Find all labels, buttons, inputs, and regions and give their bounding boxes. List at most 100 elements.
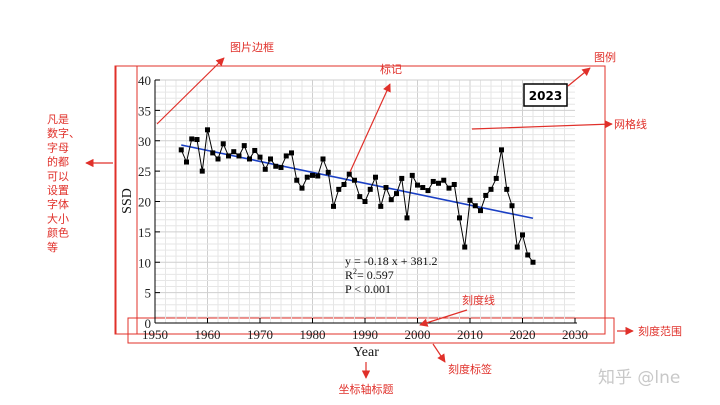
data-point — [194, 137, 200, 143]
font-note-line: 颜色 — [47, 226, 69, 240]
gridline-label: 网格线 — [614, 117, 647, 131]
font-note-line: 可以 — [47, 170, 69, 183]
data-point — [331, 203, 336, 209]
tick-line-arrow — [419, 309, 468, 327]
font-note-line: 的都 — [47, 155, 69, 169]
data-point — [514, 244, 520, 250]
legend-annotation-label: 图例 — [594, 50, 616, 64]
data-point — [499, 147, 504, 153]
font-note-line: 字体 — [47, 197, 69, 211]
image-border-label: 图片边框 — [230, 41, 274, 54]
data-point — [451, 181, 457, 187]
data-point — [257, 154, 263, 160]
data-point — [388, 197, 394, 203]
y-tick-label: 35 — [138, 103, 151, 118]
data-point — [247, 156, 252, 162]
data-point — [210, 150, 216, 156]
data-point — [409, 172, 415, 178]
x-tick-label: 1960 — [195, 327, 221, 342]
x-tick-label: 1950 — [142, 327, 168, 342]
data-point — [205, 127, 210, 133]
image-border-box — [115, 65, 606, 335]
data-point — [478, 208, 483, 214]
x-tick-label: 1980 — [300, 327, 326, 342]
data-point — [530, 259, 536, 265]
data-point — [252, 147, 258, 153]
font-note-line: 设置 — [47, 184, 69, 197]
data-point — [362, 199, 368, 204]
font-note-box — [114, 65, 138, 335]
data-point — [462, 244, 468, 250]
legend-label: 2023 — [529, 89, 562, 103]
data-point — [394, 191, 399, 197]
legend: 2023 — [523, 83, 568, 107]
data-point — [341, 181, 347, 187]
y-tick-label: 15 — [138, 225, 151, 240]
data-point — [236, 153, 242, 159]
data-point — [220, 141, 226, 147]
data-point — [310, 172, 315, 178]
data-point — [320, 156, 326, 162]
data-point — [226, 153, 231, 159]
y-tick-label: 5 — [145, 286, 152, 301]
data-point — [357, 194, 363, 200]
y-tick-label: 10 — [138, 255, 151, 270]
data-point — [199, 168, 205, 174]
x-tick-label: 1970 — [247, 327, 273, 342]
font-note-line: 字母 — [47, 140, 69, 154]
image-border-arrow — [156, 57, 225, 125]
data-point — [441, 177, 447, 183]
data-point — [520, 232, 525, 238]
data-point — [404, 215, 410, 221]
data-point — [268, 156, 273, 162]
y-tick-label: 0 — [145, 316, 152, 331]
r-squared-prefix: R — [345, 268, 353, 282]
gridlines — [155, 79, 575, 323]
tick-labels: 1950 1960 1970 1980 1990 2000 2010 2020 20300510… — [138, 73, 588, 342]
data-point — [241, 143, 247, 149]
x-tick-label: 2020 — [510, 327, 536, 342]
data-point — [189, 136, 195, 142]
gridline-arrow — [471, 120, 613, 130]
data-point — [472, 203, 478, 209]
data-point — [299, 185, 305, 191]
r-squared-value: = 0.597 — [357, 268, 394, 282]
data-point — [178, 147, 184, 153]
data-point — [278, 164, 284, 170]
data-point — [493, 175, 499, 181]
data-point — [346, 171, 352, 177]
tick-range-box — [127, 317, 615, 344]
watermark: 知乎 @lne — [598, 368, 680, 388]
data-point — [367, 186, 373, 192]
x-tick-label: 2010 — [457, 327, 483, 342]
data-point — [336, 186, 342, 192]
y-axis-title: SSD — [120, 188, 135, 214]
regression-stats: y = -0.18 x + 381.2 R2= 0.597 P < 0.001 — [345, 254, 438, 296]
data-point — [467, 197, 473, 203]
p-value: P < 0.001 — [345, 282, 391, 296]
data-point — [509, 203, 515, 209]
data-point — [483, 192, 489, 198]
y-tick-label: 20 — [138, 195, 151, 210]
x-tick-label: 2030 — [562, 327, 588, 342]
data-point — [315, 173, 321, 179]
tick-range-label: 刻度范围 — [638, 324, 682, 338]
legend-box — [523, 83, 568, 107]
data-point — [294, 177, 300, 183]
r-squared: R2= 0.597 — [345, 267, 394, 282]
r-squared-superscript: 2 — [353, 267, 357, 276]
y-tick-label: 40 — [138, 73, 151, 88]
legend-arrow — [567, 67, 591, 87]
data-point — [352, 177, 357, 183]
font-note-line: 凡是 — [47, 113, 69, 126]
data-point — [525, 252, 531, 258]
x-tick-label: 1990 — [352, 327, 378, 342]
axis-ticks — [154, 79, 576, 324]
y-tick-label: 25 — [138, 164, 151, 179]
regression-equation: y = -0.18 x + 381.2 — [345, 254, 438, 268]
data-point — [488, 186, 494, 192]
data-point — [262, 166, 268, 172]
data-point — [420, 185, 426, 191]
